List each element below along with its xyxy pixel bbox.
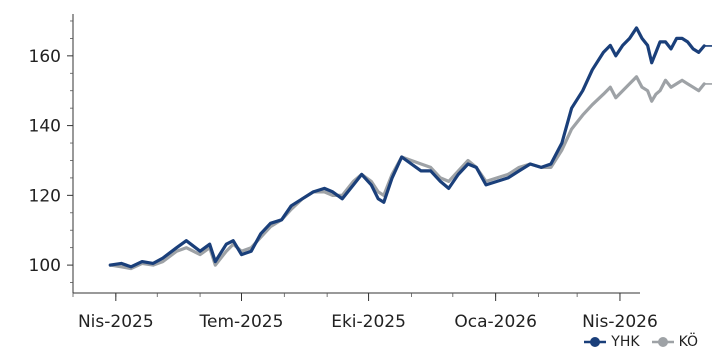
x-tick-label: Tem-2025 [199,312,284,332]
legend-item-yhk: YHK [584,334,640,350]
legend-label-ko: KÖ [678,334,698,350]
x-tick-label: Eki-2025 [331,312,406,332]
series-line-ko [108,75,706,271]
series-line-yhk [108,26,706,269]
legend-label-yhk: YHK [611,334,640,350]
y-tick-label: 140 [29,117,61,137]
legend-item-ko: KÖ [651,334,698,350]
legend-marker-yhk [584,337,607,347]
x-tick-label: Oca-2026 [454,312,537,332]
legend-marker-ko [651,337,674,347]
x-tick-label: Nis-2025 [78,312,154,332]
x-tick-label: Nis-2026 [582,312,658,332]
y-tick-label: 120 [29,186,61,206]
legend: YHK KÖ [584,334,698,350]
y-tick-label: 160 [29,47,61,67]
y-tick-label: 100 [29,256,61,276]
